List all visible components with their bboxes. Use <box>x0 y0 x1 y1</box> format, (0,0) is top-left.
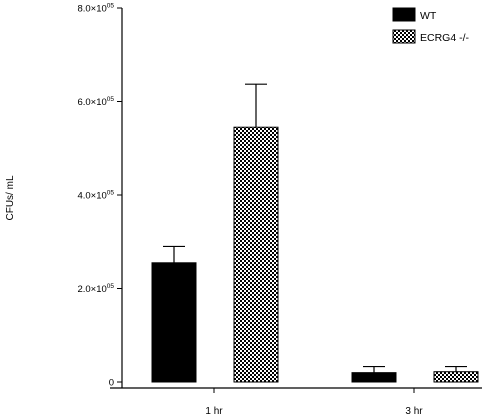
axes <box>110 8 482 389</box>
y-tick-label: 6.0×1005 <box>77 96 114 108</box>
y-tick-label: 0 <box>109 378 114 389</box>
bar-wt-2 <box>351 372 397 383</box>
bar-wt-1 <box>151 262 197 383</box>
x-tick-label: 3 hr <box>405 406 423 417</box>
y-axis-title: CFUs/ mL <box>5 175 16 220</box>
y-ticks: 0 2.0×1005 4.0×1005 6.0×1005 8.0×1005 <box>77 3 122 389</box>
bars <box>151 126 479 383</box>
x-tick-labels: 1 hr 3 hr <box>205 388 423 417</box>
legend: WT ECRG4 -/- <box>392 7 470 44</box>
y-tick-label: 2.0×1005 <box>77 283 114 295</box>
legend-swatch <box>392 7 416 22</box>
bar-ecrg4-1 <box>233 126 279 383</box>
y-tick-label: 8.0×1005 <box>77 3 114 15</box>
bar-ecrg4-2 <box>433 371 479 383</box>
legend-label: WT <box>420 10 437 22</box>
error-bars <box>163 83 467 373</box>
legend-label: ECRG4 -/- <box>420 32 470 44</box>
y-tick-label: 4.0×1005 <box>77 190 114 202</box>
legend-swatch <box>392 29 416 44</box>
x-tick-label: 1 hr <box>205 406 223 417</box>
